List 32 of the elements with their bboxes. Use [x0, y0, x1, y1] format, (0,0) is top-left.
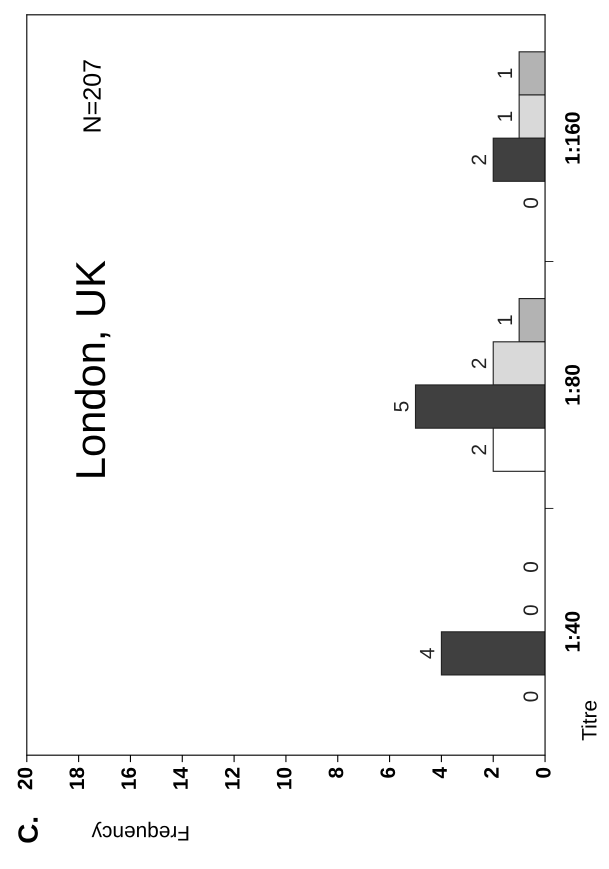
y-axis-title: Titre — [581, 700, 597, 740]
x-tick-label: 2 — [484, 768, 499, 778]
x-tick-label: 12 — [224, 768, 240, 789]
data-label: 2 — [472, 358, 486, 368]
x-tick-label: 4 — [432, 767, 447, 778]
x-tick-label: 10 — [276, 768, 292, 789]
y-tick-label: 1:80 — [565, 364, 580, 404]
x-tick-label: 18 — [69, 768, 84, 789]
data-label: 1 — [498, 112, 512, 121]
data-label: 1 — [498, 315, 512, 324]
x-tick-label: 14 — [173, 767, 188, 789]
data-label: 2 — [472, 155, 486, 165]
x-tick-label: 8 — [328, 768, 344, 778]
bar — [440, 631, 546, 676]
data-label: 2 — [472, 445, 486, 454]
y-tick-label: 1:160 — [565, 112, 580, 164]
x-tick-label: 16 — [121, 768, 136, 789]
annotation: N=207 — [83, 60, 101, 132]
data-label: 0 — [523, 562, 538, 572]
data-label: 1 — [498, 68, 512, 78]
data-label: 0 — [523, 692, 538, 702]
data-label: 0 — [523, 605, 538, 616]
text: London, UK — [74, 260, 110, 477]
y-tick-label: 1:40 — [565, 612, 580, 652]
text: C. — [18, 818, 38, 843]
data-label: 5 — [394, 402, 409, 412]
data-label: 0 — [523, 198, 538, 208]
x-axis-title: Frequency — [92, 822, 188, 840]
x-tick-label: 6 — [380, 768, 396, 778]
x-tick-label: 20 — [18, 768, 32, 790]
data-label: 4 — [420, 648, 434, 659]
x-tick-label: 0 — [536, 768, 551, 778]
